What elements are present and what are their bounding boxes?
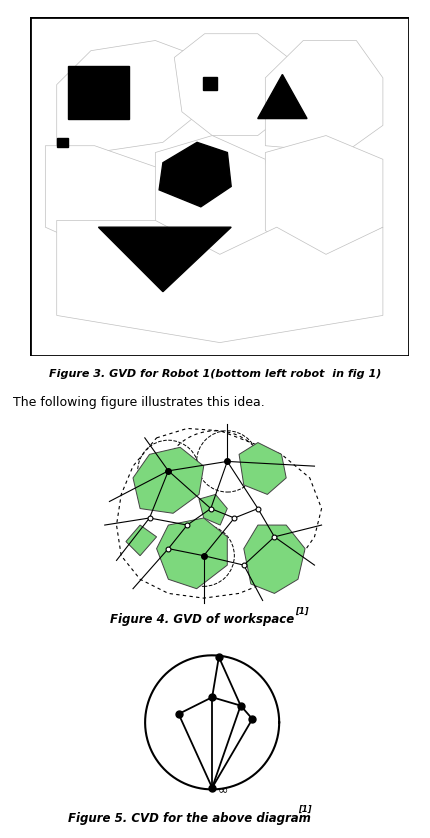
Polygon shape [45, 146, 163, 255]
Polygon shape [155, 136, 276, 261]
Bar [57, 138, 68, 147]
Text: The following figure illustrates this idea.: The following figure illustrates this id… [13, 396, 264, 409]
Text: Figure 3. GVD for Robot 1(bottom left robot  in fig 1): Figure 3. GVD for Robot 1(bottom left ro… [49, 369, 381, 379]
Polygon shape [57, 40, 200, 153]
Polygon shape [98, 227, 230, 292]
Polygon shape [265, 40, 382, 153]
Text: Figure 5. CVD for the above diagram: Figure 5. CVD for the above diagram [68, 812, 310, 825]
Polygon shape [57, 220, 382, 343]
Polygon shape [243, 525, 304, 593]
Polygon shape [159, 142, 230, 207]
Polygon shape [265, 136, 382, 261]
Bar [68, 66, 129, 118]
Text: Figure 4. GVD of workspace: Figure 4. GVD of workspace [110, 613, 294, 626]
Bar [202, 77, 217, 90]
Polygon shape [133, 447, 203, 513]
Polygon shape [257, 75, 306, 118]
Polygon shape [174, 34, 287, 136]
Text: $\infty$: $\infty$ [217, 783, 228, 796]
Text: [1]: [1] [295, 607, 308, 616]
Text: [1]: [1] [298, 804, 311, 814]
Polygon shape [199, 494, 227, 525]
Polygon shape [156, 518, 227, 588]
Polygon shape [239, 442, 286, 494]
Polygon shape [126, 525, 156, 556]
